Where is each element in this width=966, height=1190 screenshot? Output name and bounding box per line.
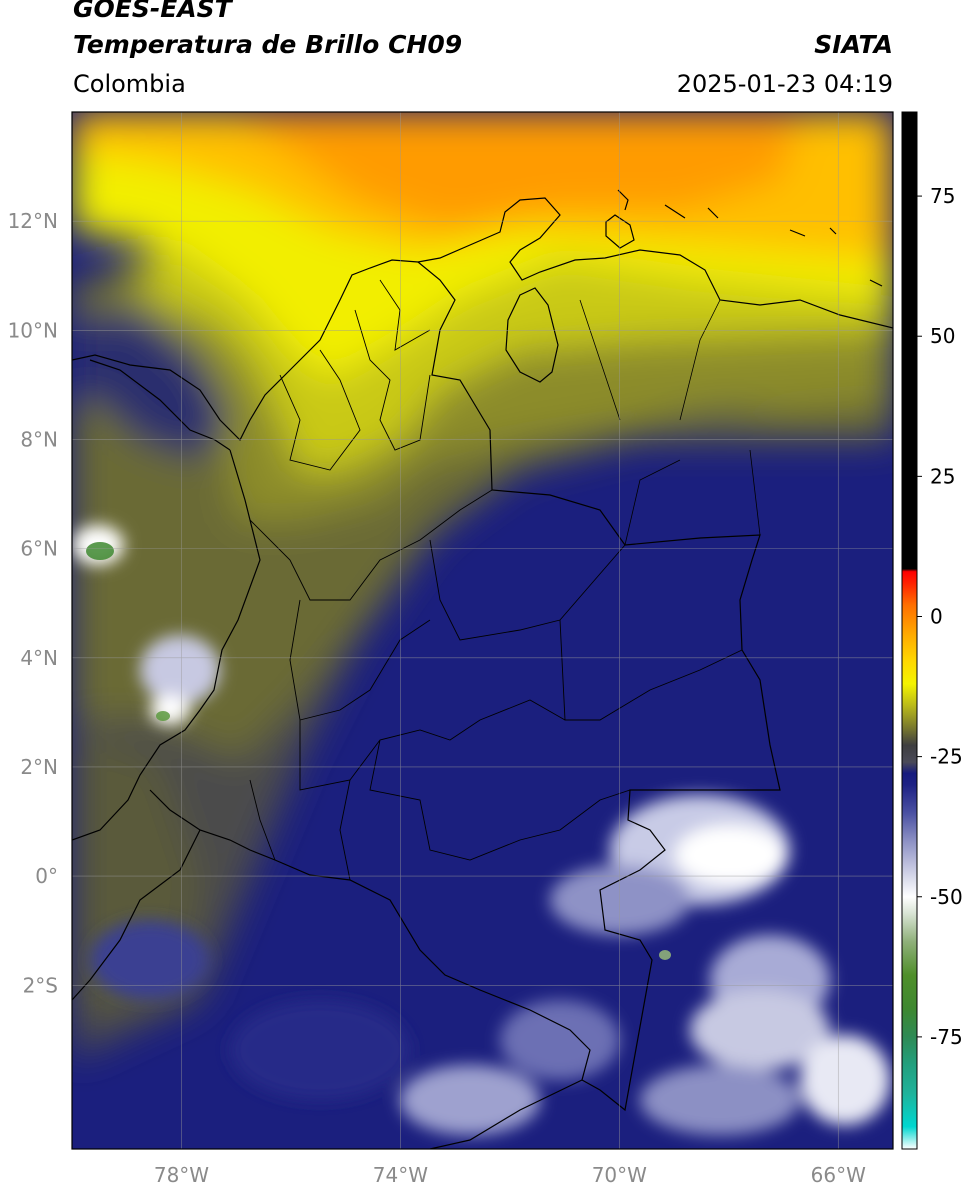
timestamp-label: 2025-01-23 04:19 [676, 70, 893, 98]
brightness-temperature-image [72, 112, 893, 1149]
colorbar-tick-label: -75 [930, 1025, 963, 1049]
panama-border [89, 359, 231, 451]
satellite-title: GOES-EAST [73, 0, 232, 23]
map-frame [71, 111, 894, 1150]
colorbar-ticks: 75 50 25 0 -25 -50 -75 [917, 184, 963, 1049]
colorbar-tick-label: 75 [930, 184, 955, 208]
colorbar-tick-label: 0 [930, 604, 943, 628]
colorbar-tick-label: 25 [930, 464, 955, 488]
ecuador-peru-border [72, 829, 201, 1001]
lake-maracaibo [505, 287, 559, 383]
lon-tick-label: 74°W [373, 1163, 428, 1187]
colorbar-tick-label: -25 [930, 745, 963, 769]
agency-label: SIATA [814, 30, 893, 59]
island-aruba-curacao [605, 189, 883, 287]
colorbar-tick-label: -50 [930, 885, 963, 909]
lat-tick-label: 0° [35, 864, 58, 888]
lon-tick-label: 78°W [154, 1163, 209, 1187]
department-borders [249, 279, 743, 881]
lat-tick-label: 2°N [20, 755, 58, 779]
coastline-caribbean [72, 197, 893, 442]
colorbar [901, 111, 918, 1150]
colombia-border [149, 261, 781, 1112]
longitude-labels: 78°W 74°W 70°W 66°W [154, 1163, 866, 1187]
lat-tick-label: 6°N [20, 537, 58, 561]
graticule [72, 112, 893, 1149]
peru-brazil-border [429, 1079, 583, 1149]
lat-tick-label: 8°N [20, 427, 58, 451]
lat-tick-label: 4°N [20, 646, 58, 670]
region-label: Colombia [73, 70, 186, 98]
latitude-labels: 12°N 10°N 8°N 6°N 4°N 2°N 0° 2°S [8, 209, 58, 997]
venezuela-states [579, 299, 761, 546]
lat-tick-label: 12°N [8, 209, 58, 233]
colorbar-tick-label: 50 [930, 324, 955, 348]
lat-tick-label: 2°S [23, 973, 58, 997]
lon-tick-label: 70°W [592, 1163, 647, 1187]
boundaries [72, 189, 893, 1149]
coastline-pacific [72, 449, 261, 841]
lon-tick-label: 66°W [811, 1163, 866, 1187]
convective-clouds [72, 525, 890, 1135]
lat-tick-label: 10°N [8, 318, 58, 342]
product-title: Temperatura de Brillo CH09 [73, 30, 463, 59]
